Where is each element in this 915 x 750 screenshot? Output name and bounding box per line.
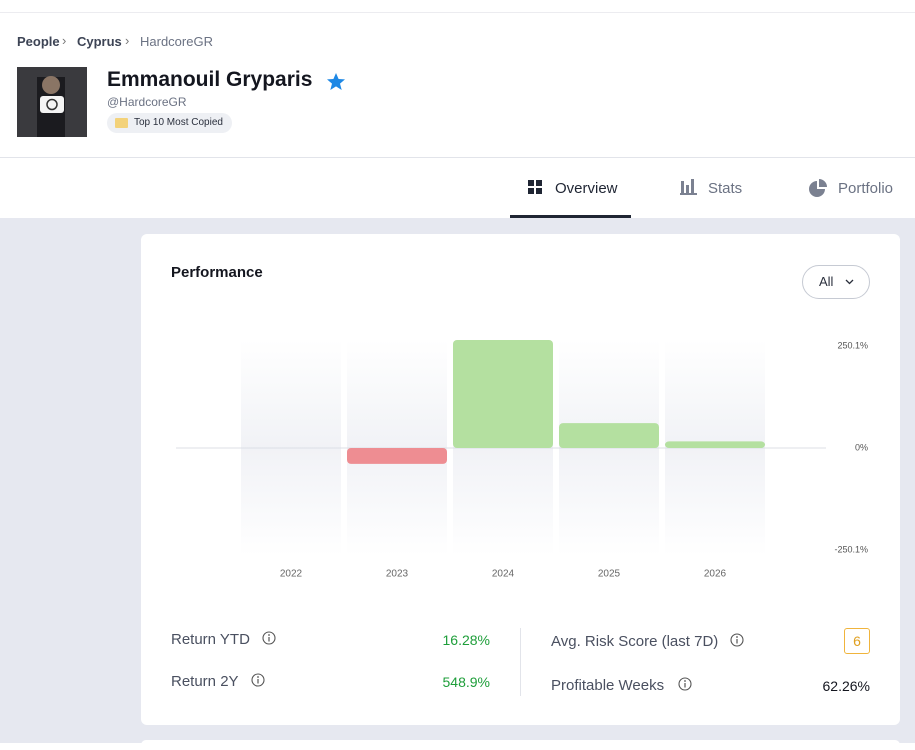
tab-underline xyxy=(510,215,631,218)
tab[interactable]: Portfolio xyxy=(838,180,894,197)
info-icon[interactable] xyxy=(678,677,692,691)
chart: 250.1% 0% -250.1% 2022 2023 2024 2025 2026 xyxy=(176,340,868,580)
x-tick-label: 2023 xyxy=(386,569,409,580)
top-border xyxy=(0,12,915,13)
badge-text: Top 10 Most Copied xyxy=(134,117,223,128)
stat-value: 16.28% xyxy=(442,632,490,648)
stat-label: Return 2Y xyxy=(171,673,239,690)
filter-dropdown[interactable]: All xyxy=(802,265,870,299)
bar xyxy=(347,448,447,464)
x-tick-label: 2024 xyxy=(492,569,515,580)
stat-value: 62.26% xyxy=(822,678,870,694)
stats-divider xyxy=(520,628,521,696)
next-card xyxy=(141,740,900,750)
divider xyxy=(0,157,915,158)
profile-name: Emmanouil Gryparis xyxy=(107,68,313,91)
info-icon[interactable] xyxy=(262,631,276,645)
info-icon[interactable] xyxy=(251,673,265,687)
y-tick-label: 0% xyxy=(855,442,868,452)
card-title: Performance xyxy=(171,264,263,281)
tab[interactable]: Overview xyxy=(555,180,618,197)
stats-icon xyxy=(680,179,697,195)
breadcrumb-separator: › xyxy=(62,33,67,48)
info-icon[interactable] xyxy=(730,633,744,647)
badge-icon xyxy=(115,118,128,128)
overview-icon xyxy=(528,180,542,194)
x-tick-label: 2022 xyxy=(280,569,303,580)
bar xyxy=(665,441,765,448)
badge: Top 10 Most Copied xyxy=(107,113,232,133)
risk-score: 6 xyxy=(844,628,870,654)
x-tick-label: 2026 xyxy=(704,569,727,580)
tab[interactable]: Stats xyxy=(708,180,743,197)
filter-text: All xyxy=(819,274,834,289)
y-tick-label: 250.1% xyxy=(837,340,868,350)
bar xyxy=(559,423,659,448)
verified-star xyxy=(327,73,345,90)
stat-label: Profitable Weeks xyxy=(551,677,665,694)
y-tick-label: -250.1% xyxy=(834,544,868,554)
stat-label: Avg. Risk Score (last 7D) xyxy=(551,633,719,650)
x-tick-label: 2025 xyxy=(598,569,621,580)
breadcrumb-item[interactable]: Cyprus xyxy=(77,34,122,49)
breadcrumb-item: HardcoreGR xyxy=(140,34,213,49)
portfolio-icon xyxy=(809,179,827,197)
bar xyxy=(453,340,553,448)
stat-value: 548.9% xyxy=(442,674,490,690)
avatar[interactable] xyxy=(17,67,87,137)
profile-handle: @HardcoreGR xyxy=(107,95,187,109)
breadcrumb-item[interactable]: People xyxy=(17,34,60,49)
chevron xyxy=(845,279,854,285)
stat-label: Return YTD xyxy=(171,631,250,648)
breadcrumb-separator: › xyxy=(125,33,130,48)
